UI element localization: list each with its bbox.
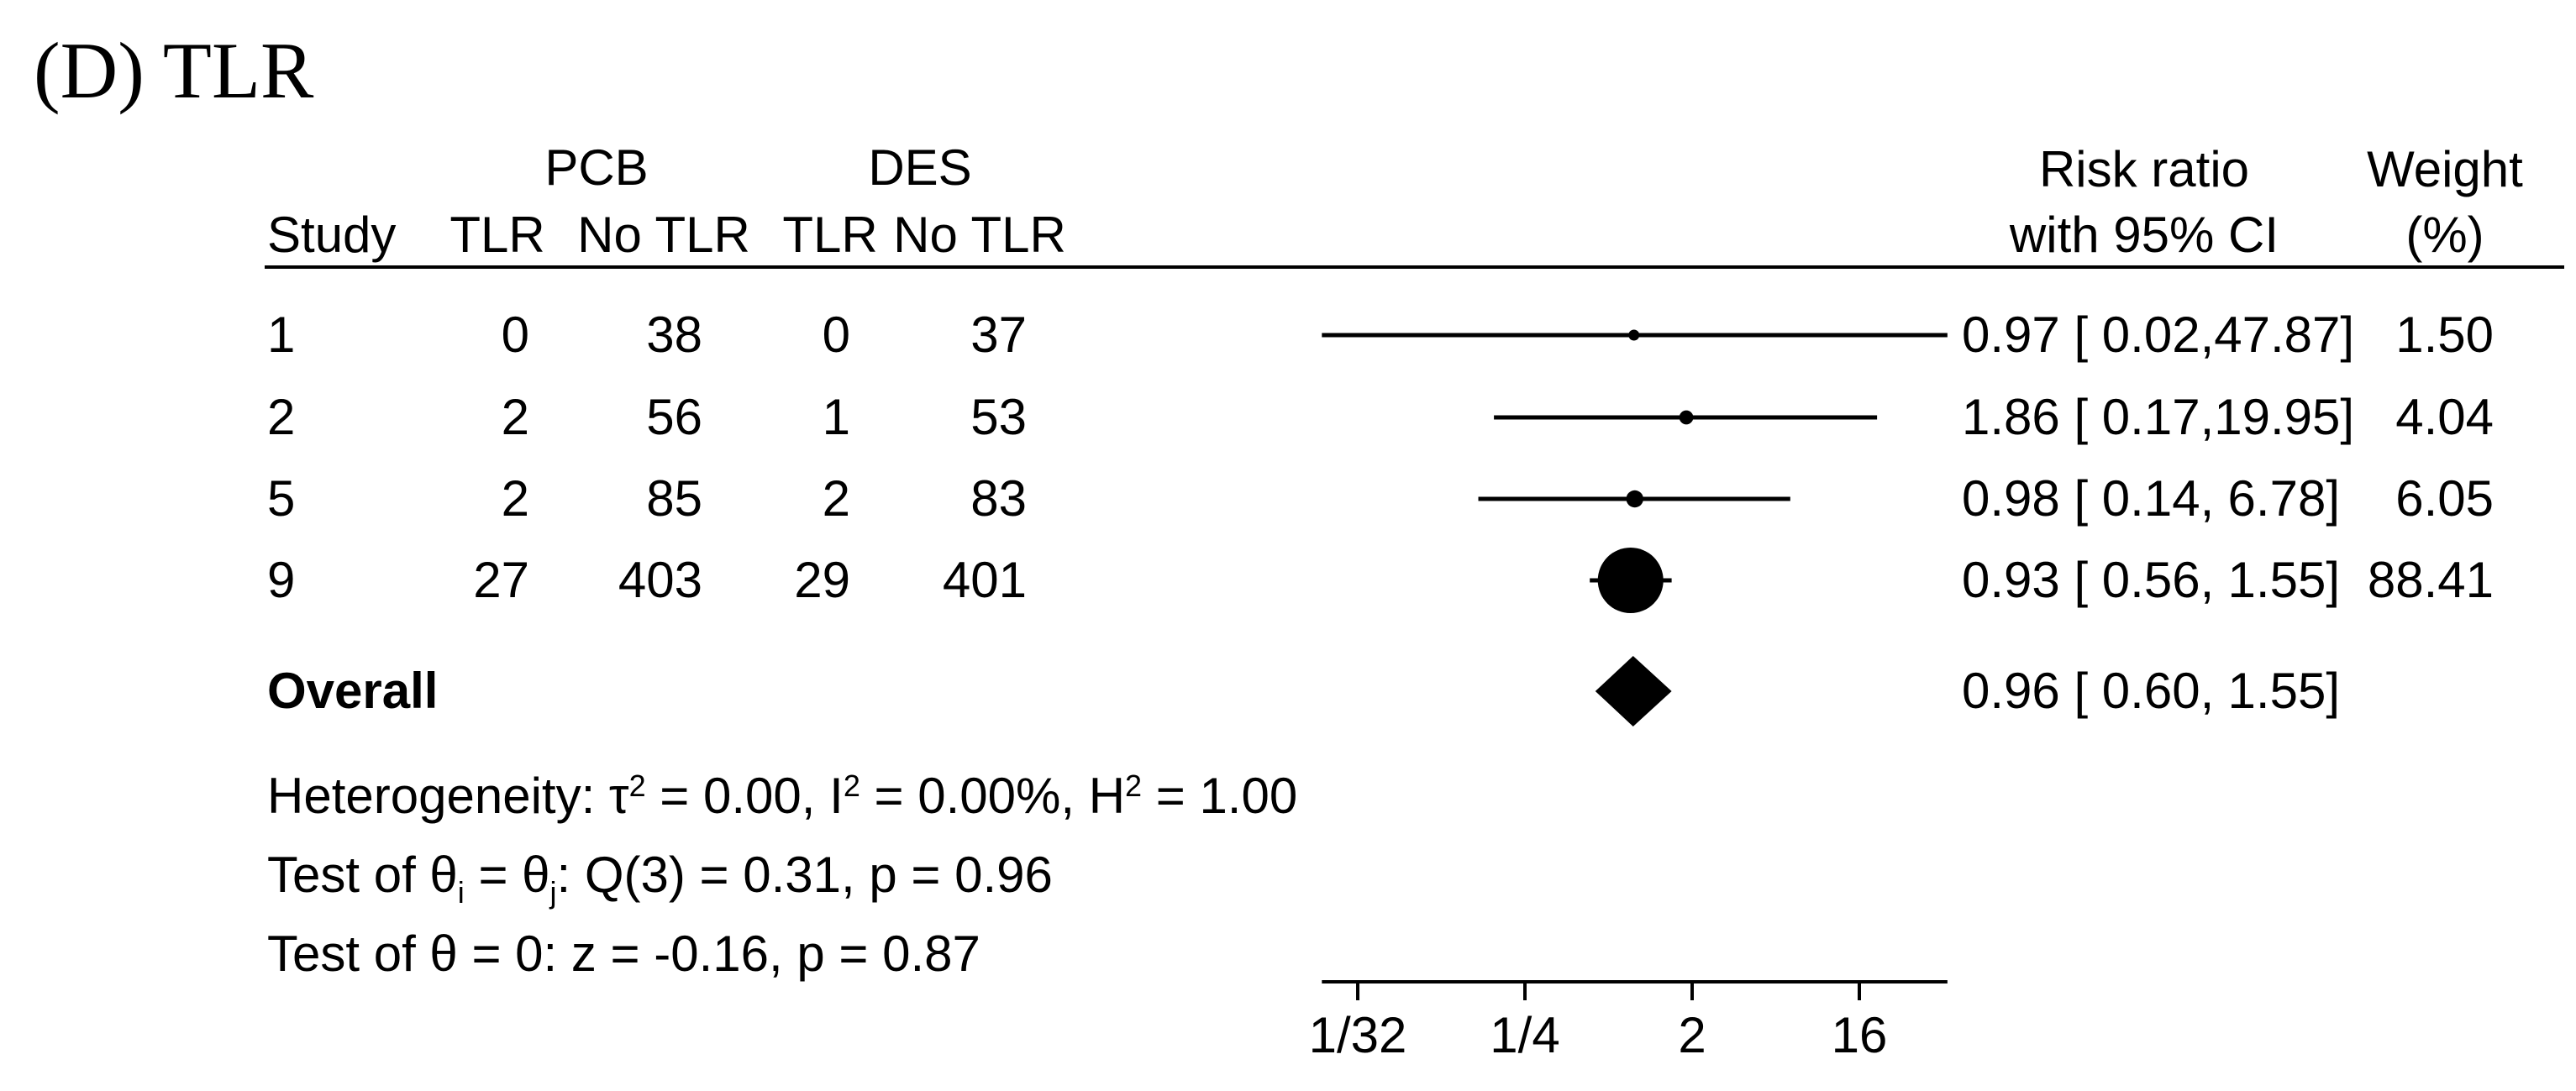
col-header-des-no-tlr: No TLR [893,207,1066,263]
pcb-no-tlr-cell: 85 [646,470,702,527]
pcb-no-tlr-cell: 56 [646,389,702,445]
pcb-tlr-cell: 2 [501,389,529,445]
stats-text: Heterogeneity: τ [267,768,629,824]
overall-label: Overall [267,663,439,719]
stats-text: Test of θ [267,847,458,903]
risk-ratio-cell: 1.86 [ 0.17, 19.95] [1962,389,2354,445]
des-no-tlr-cell: 401 [942,552,1027,608]
stats-line-3: Test of θ = 0: z = -0.16, p = 0.87 [267,929,980,979]
stats-text: = θ [464,847,550,903]
risk-ratio-ci-lower: 1.86 [ 0.17, [1962,389,2215,445]
stats-sup-text: 2 [1125,768,1143,804]
point-marker [1626,490,1643,508]
col-header-weight-line2: (%) [2405,207,2484,263]
panel-title: (D) TLR [34,26,314,115]
stats-sub-text: i [457,874,465,910]
col-header-des-tlr: TLR [782,207,878,263]
des-tlr-cell: 0 [822,307,850,363]
risk-ratio-ci-lower: 0.93 [ 0.56, [1962,552,2215,608]
des-no-tlr-cell: 37 [970,307,1027,363]
ci-upper-value: 19.95] [2214,389,2355,445]
ci-upper-value: 1.55] [2227,552,2340,608]
risk-ratio-ci-lower: 0.98 [ 0.14, [1962,470,2215,527]
risk-ratio-cell: 0.97 [ 0.02, 47.87] [1962,307,2354,363]
overall-risk-ratio-ci-lower: 0.96 [ 0.60, [1962,663,2215,719]
col-header-pcb-tlr: TLR [449,207,545,263]
point-marker [1679,410,1694,425]
x-axis-tick-label-1: 1/4 [1490,1007,1560,1063]
study-id-cell: 9 [267,552,296,608]
x-axis-tick-label-0: 1/32 [1308,1007,1407,1063]
ci-upper-value: 47.87] [2214,307,2355,363]
point-marker [1597,547,1664,614]
study-id-cell: 5 [267,470,296,527]
col-header-weight-line1: Weight [2367,141,2523,197]
pcb-tlr-cell: 27 [473,552,529,608]
group-header-des: DES [868,139,972,196]
des-no-tlr-cell: 53 [970,389,1027,445]
col-header-risk-ratio-line1: Risk ratio [2038,141,2250,197]
x-axis-tick-label-2: 2 [1678,1007,1706,1063]
pcb-no-tlr-cell: 403 [618,552,702,608]
stats-text: = 0.00%, H [860,768,1126,824]
stats-line-1: Heterogeneity: τ2 = 0.00, I2 = 0.00%, H2… [267,771,1297,821]
des-no-tlr-cell: 83 [970,470,1027,527]
group-header-pcb: PCB [544,139,649,196]
pcb-tlr-cell: 0 [501,307,529,363]
ci-upper-value: 6.78] [2227,470,2340,527]
point-marker [1628,329,1640,341]
stats-sub-text: j [549,874,557,910]
weight-cell: 88.41 [2367,552,2494,608]
weight-cell: 6.05 [2395,470,2494,527]
summary-diamond [1595,656,1672,726]
pcb-no-tlr-cell: 38 [646,307,702,363]
stats-sup-text: 2 [843,768,860,804]
weight-cell: 4.04 [2395,389,2494,445]
header-rule [265,265,2564,269]
des-tlr-cell: 2 [822,470,850,527]
risk-ratio-cell: 0.93 [ 0.56, 1.55] [1962,555,2340,606]
col-header-pcb-no-tlr: No TLR [577,207,750,263]
overall-ci-upper-value: 1.55] [2227,663,2340,719]
col-header-risk-ratio-line2: with 95% CI [2009,207,2279,263]
stats-text: = 0.00, I [645,768,844,824]
pcb-tlr-cell: 2 [501,470,529,527]
study-id-cell: 2 [267,389,296,445]
des-tlr-cell: 29 [794,552,850,608]
x-axis-tick-label-3: 16 [1831,1007,1888,1063]
col-header-study: Study [267,207,397,263]
stats-text: Test of θ = 0: z = -0.16, p = 0.87 [267,926,980,982]
stats-text: = 1.00 [1142,768,1298,824]
des-tlr-cell: 1 [822,389,850,445]
stats-sup-text: 2 [628,768,646,804]
study-id-cell: 1 [267,307,296,363]
risk-ratio-ci-lower: 0.97 [ 0.02, [1962,307,2215,363]
stats-line-2: Test of θi = θj: Q(3) = 0.31, p = 0.96 [267,847,1053,908]
weight-cell: 1.50 [2395,307,2494,363]
overall-risk-ratio-cell: 0.96 [ 0.60, 1.55] [1962,666,2340,716]
risk-ratio-cell: 0.98 [ 0.14, 6.78] [1962,474,2340,524]
stats-text: : Q(3) = 0.31, p = 0.96 [556,847,1053,903]
